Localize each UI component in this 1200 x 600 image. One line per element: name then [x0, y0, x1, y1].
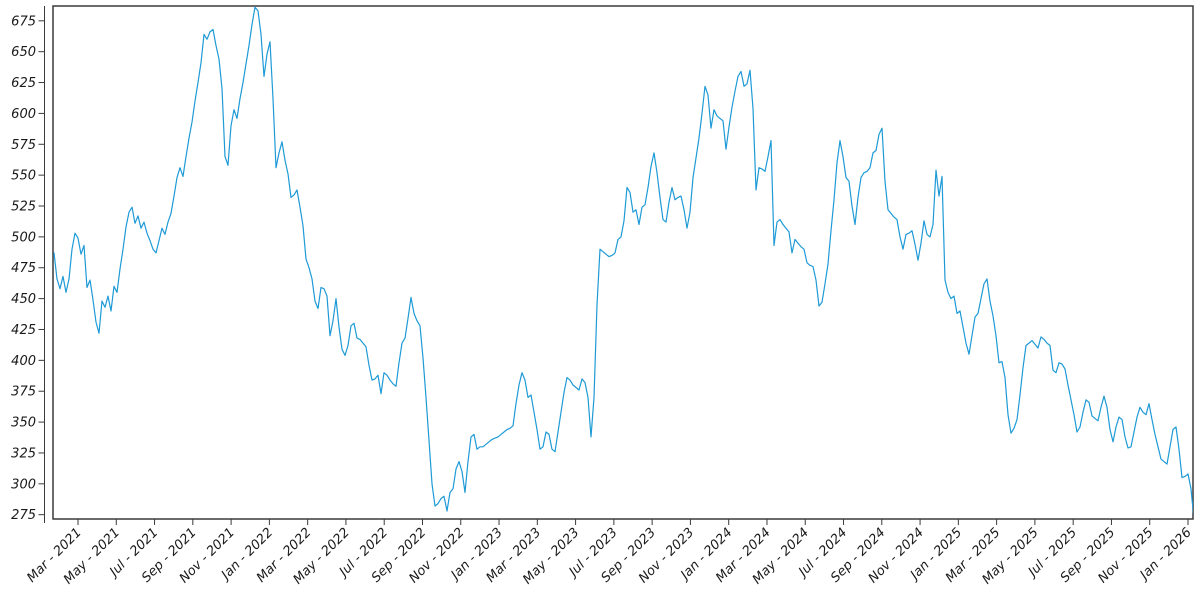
y-tick-label: 475 [11, 261, 36, 276]
y-tick-label: 375 [11, 385, 36, 400]
y-tick-label: 575 [11, 138, 36, 153]
plot-frame [52, 5, 1194, 520]
y-tick-label: 275 [11, 508, 36, 523]
y-tick-label: 400 [11, 354, 36, 369]
y-tick-label: 500 [11, 230, 36, 245]
y-tick-label: 350 [11, 416, 36, 431]
y-tick-label: 600 [11, 107, 36, 122]
y-tick-label: 325 [11, 446, 36, 461]
y-tick-label: 675 [11, 14, 36, 29]
y-tick-label: 550 [11, 169, 36, 184]
y-tick-label: 450 [11, 292, 36, 307]
y-tick-label: 300 [11, 477, 36, 492]
y-tick-label: 625 [11, 76, 36, 91]
series-line [53, 6, 1193, 516]
y-tick-label: 650 [11, 45, 36, 60]
y-tick-label: 425 [11, 323, 36, 338]
y-tick-label: 525 [11, 200, 36, 215]
y-axis: 275 300 325 350 375 400 425 450 475 500 525 550 575 6… [11, 14, 45, 523]
